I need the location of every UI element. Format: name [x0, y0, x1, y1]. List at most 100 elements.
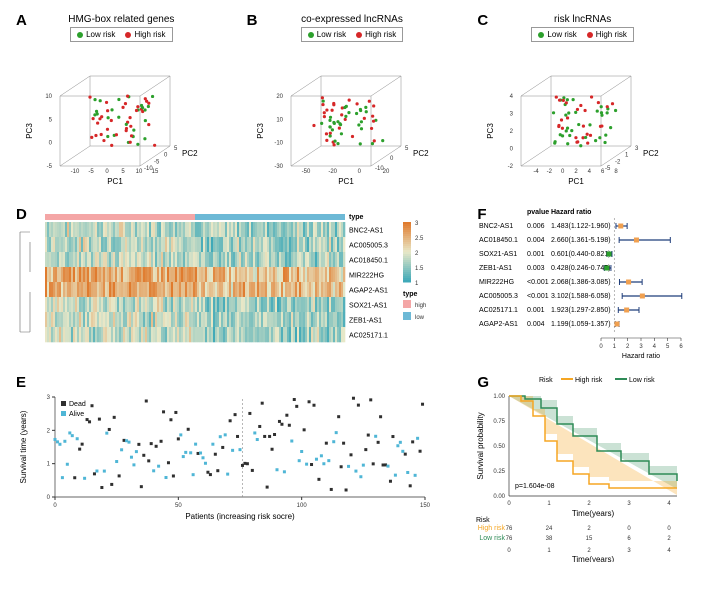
svg-text:SOX21-AS1: SOX21-AS1 — [349, 303, 387, 310]
svg-text:0: 0 — [49, 141, 53, 147]
svg-text:4: 4 — [510, 94, 514, 100]
svg-text:PC2: PC2 — [413, 149, 429, 158]
svg-text:2.660(1.361-5.198): 2.660(1.361-5.198) — [551, 237, 611, 244]
svg-text:3: 3 — [415, 221, 419, 227]
svg-text:2.068(1.386-3.085): 2.068(1.386-3.085) — [551, 279, 611, 286]
svg-text:1: 1 — [415, 281, 419, 287]
svg-text:2: 2 — [626, 344, 630, 350]
svg-text:4: 4 — [588, 169, 592, 175]
svg-text:0: 0 — [510, 147, 514, 153]
panel-a: A HMG-box related genes Low risk High ri… — [10, 10, 233, 196]
svg-text:Survival probability: Survival probability — [476, 412, 485, 479]
svg-text:10: 10 — [136, 169, 143, 175]
low-dot-icon — [77, 32, 83, 38]
svg-text:-20: -20 — [328, 169, 337, 175]
svg-text:Alive: Alive — [69, 411, 84, 418]
panel-d-svg: BNC2-AS1AC005005.3AC018450.1MIR222HGAGAP… — [10, 204, 450, 364]
legend-high: High risk — [134, 30, 165, 39]
svg-text:AC005005.3: AC005005.3 — [349, 243, 388, 250]
legend-low: Low risk — [86, 30, 115, 39]
svg-text:3: 3 — [640, 344, 644, 350]
panel-c: C risk lncRNAs Low risk High risk PC1PC2… — [471, 10, 694, 196]
svg-text:PC1: PC1 — [107, 177, 123, 186]
svg-text:Hazard ratio: Hazard ratio — [622, 353, 660, 360]
svg-text:High risk: High risk — [575, 377, 603, 384]
svg-text:0: 0 — [53, 503, 57, 509]
svg-text:3: 3 — [47, 395, 51, 401]
svg-text:0.428(0.246-0.745): 0.428(0.246-0.745) — [551, 265, 611, 272]
svg-text:PC1: PC1 — [569, 177, 585, 186]
svg-text:low: low — [415, 315, 425, 321]
panel-f-label: F — [477, 206, 486, 223]
svg-text:50: 50 — [175, 503, 182, 509]
svg-text:0.006: 0.006 — [527, 223, 545, 230]
svg-text:PC3: PC3 — [486, 123, 495, 139]
panel-g-label: G — [477, 374, 489, 391]
svg-text:AGAP2-AS1: AGAP2-AS1 — [479, 321, 518, 328]
svg-text:0.25: 0.25 — [494, 469, 506, 475]
svg-text:3: 3 — [635, 146, 639, 152]
svg-text:type: type — [349, 214, 364, 221]
legend-low: Low risk — [317, 30, 346, 39]
svg-text:type: type — [403, 291, 418, 298]
svg-text:1: 1 — [625, 153, 629, 159]
svg-text:2: 2 — [588, 501, 592, 507]
svg-text:AC018450.1: AC018450.1 — [349, 258, 388, 265]
svg-text:Survival time (years): Survival time (years) — [19, 410, 28, 483]
svg-text:2: 2 — [510, 129, 514, 135]
svg-text:Patients (increasing risk socr: Patients (increasing risk socre) — [185, 512, 295, 521]
svg-text:2: 2 — [47, 428, 51, 434]
panel-e: E 0501001500123Patients (increasing risk… — [10, 372, 463, 562]
svg-text:2: 2 — [575, 169, 579, 175]
svg-text:-2: -2 — [508, 164, 514, 170]
svg-text:Low risk: Low risk — [480, 535, 506, 542]
svg-text:3.102(1.588-6.058): 3.102(1.588-6.058) — [551, 293, 611, 300]
svg-text:100: 100 — [297, 503, 308, 509]
svg-text:Time(years): Time(years) — [572, 509, 615, 518]
svg-text:SOX21-AS1: SOX21-AS1 — [479, 251, 517, 258]
svg-text:5: 5 — [666, 344, 670, 350]
panel-b: B co-expressed lncRNAs Low risk High ris… — [241, 10, 464, 196]
svg-text:4: 4 — [653, 344, 657, 350]
panel-d-label: D — [16, 206, 27, 223]
svg-text:0: 0 — [508, 501, 512, 507]
svg-text:0.00: 0.00 — [494, 494, 506, 500]
svg-text:p=1.604e-08: p=1.604e-08 — [515, 483, 555, 490]
svg-text:10: 10 — [276, 117, 283, 123]
svg-text:0: 0 — [164, 153, 168, 159]
svg-text:4: 4 — [668, 501, 672, 507]
svg-text:10: 10 — [45, 94, 52, 100]
svg-text:4: 4 — [668, 548, 672, 554]
high-dot-icon — [587, 32, 593, 38]
panel-a-title: HMG-box related genes — [10, 14, 233, 25]
legend-high: High risk — [365, 30, 396, 39]
svg-text:MIR222HG: MIR222HG — [349, 273, 384, 280]
svg-text:PC3: PC3 — [256, 123, 265, 139]
svg-text:-5: -5 — [605, 166, 611, 172]
svg-text:-2: -2 — [547, 169, 553, 175]
svg-text:2: 2 — [668, 536, 672, 542]
legend-high: High risk — [596, 30, 627, 39]
panel-d: D BNC2-AS1AC005005.3AC018450.1MIR222HGAG… — [10, 204, 463, 364]
svg-text:1.923(1.297-2.850): 1.923(1.297-2.850) — [551, 307, 611, 314]
figure-grid: A HMG-box related genes Low risk High ri… — [10, 10, 694, 562]
svg-text:0: 0 — [105, 169, 109, 175]
svg-text:5: 5 — [405, 146, 409, 152]
svg-text:0: 0 — [390, 156, 394, 162]
panel-b-label: B — [247, 12, 258, 29]
svg-text:pvalue: pvalue — [527, 209, 549, 216]
svg-text:2: 2 — [415, 251, 419, 257]
svg-text:-10: -10 — [71, 169, 80, 175]
panel-c-legend: Low risk High risk — [531, 27, 633, 42]
svg-text:1.199(1.059-1.357): 1.199(1.059-1.357) — [551, 321, 611, 328]
svg-text:76: 76 — [506, 526, 513, 532]
svg-text:0.601(0.440-0.821): 0.601(0.440-0.821) — [551, 251, 611, 258]
svg-text:76: 76 — [506, 536, 513, 542]
low-dot-icon — [538, 32, 544, 38]
svg-text:0: 0 — [357, 169, 361, 175]
panel-e-label: E — [16, 374, 26, 391]
svg-text:15: 15 — [152, 169, 159, 175]
svg-text:150: 150 — [420, 503, 431, 509]
svg-text:0: 0 — [668, 526, 672, 532]
svg-text:AC018450.1: AC018450.1 — [479, 237, 518, 244]
